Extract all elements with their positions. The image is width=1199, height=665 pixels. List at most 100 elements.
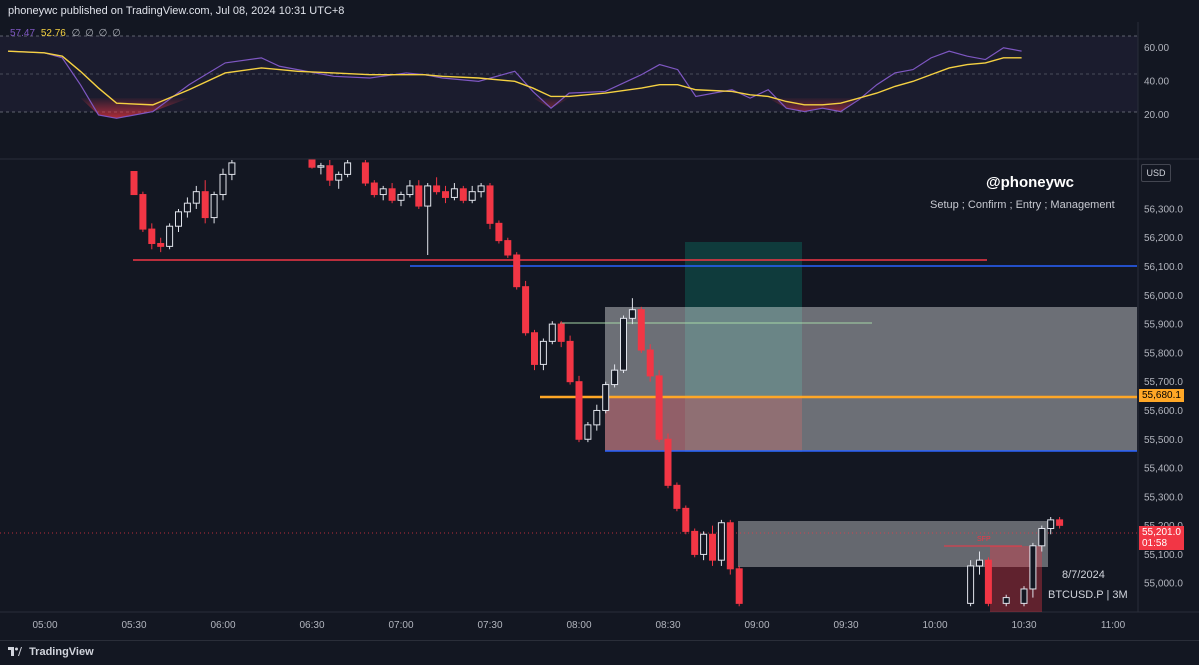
rsi-tick-label: 20.00	[1144, 110, 1169, 121]
candle-body-down	[1056, 519, 1064, 526]
time-tick-label: 06:00	[210, 620, 235, 631]
candle	[459, 185, 467, 204]
candle	[646, 344, 654, 382]
candle	[539, 338, 547, 371]
rsi-line	[7, 47, 1022, 119]
candle-body-down	[646, 349, 654, 377]
candle	[1038, 525, 1046, 552]
candle	[575, 375, 583, 443]
candle-body-down	[130, 171, 138, 196]
candle-body-up	[397, 194, 405, 201]
candle-body-up	[219, 173, 227, 196]
candle-body-up	[584, 424, 592, 440]
candle	[183, 197, 191, 218]
candle	[379, 185, 387, 201]
candle	[976, 551, 983, 575]
candle-body-down	[566, 340, 574, 383]
candle	[584, 421, 592, 443]
candle	[682, 505, 690, 535]
candle-body-down	[664, 438, 672, 486]
time-tick-label: 08:00	[566, 620, 591, 631]
orange-level-price-tag: 55,680.1	[1139, 389, 1184, 402]
candle-body-up	[1020, 588, 1028, 604]
candle	[717, 519, 725, 566]
supply-zone	[605, 307, 1137, 451]
candle-body-up	[335, 173, 343, 181]
candle-body-up	[450, 188, 458, 198]
candle	[326, 160, 334, 186]
candle-body-up	[344, 162, 352, 175]
candle	[673, 482, 681, 512]
candle	[486, 183, 494, 230]
time-tick-label: 07:30	[477, 620, 502, 631]
candle	[219, 168, 227, 201]
candle-body-up	[1047, 519, 1055, 530]
candle-body-down	[522, 286, 530, 334]
candle	[210, 191, 218, 224]
candle-body-up	[228, 162, 236, 175]
candle-body-down	[513, 254, 521, 288]
candle-body-down	[139, 194, 147, 230]
countdown-value: 01:58	[1142, 538, 1168, 549]
candle-body-down	[459, 188, 467, 201]
candle	[388, 183, 396, 204]
candle	[308, 159, 316, 169]
price-tick-label: 55,400.0	[1144, 464, 1183, 475]
candle-body-up	[976, 559, 983, 567]
candle-body-down	[442, 191, 449, 198]
candle-body-down	[495, 222, 503, 242]
target-zone	[685, 242, 802, 452]
candle	[433, 177, 441, 195]
candle	[415, 180, 423, 209]
candle-body-up	[602, 384, 610, 411]
price-panel: SFP 55,000.055,100.055,200.055,300.055,4…	[0, 159, 1183, 612]
candle-body-up	[1029, 545, 1037, 590]
currency-label[interactable]: USD	[1141, 164, 1171, 182]
time-tick-label: 06:30	[299, 620, 324, 631]
candle-body-up	[175, 211, 182, 227]
time-tick-label: 05:00	[32, 620, 57, 631]
time-tick-label: 10:30	[1011, 620, 1036, 631]
candle	[637, 306, 645, 353]
candle-body-down	[486, 185, 494, 224]
candle-body-up	[539, 340, 547, 365]
candle	[139, 191, 147, 232]
candle-body-down	[504, 240, 512, 256]
candle-body-down	[709, 533, 716, 561]
candle	[691, 528, 699, 558]
stop-zone	[605, 397, 802, 451]
candle-body-down	[370, 182, 378, 196]
rsi-tick-label: 40.00	[1144, 76, 1169, 87]
candle-body-up	[183, 202, 191, 213]
candle-body-up	[379, 188, 387, 196]
candle-body-up	[717, 522, 725, 561]
candle	[424, 183, 432, 256]
tradingview-logo[interactable]: TradingView	[8, 646, 94, 658]
candle-body-down	[415, 185, 423, 207]
candle	[335, 171, 343, 189]
chart-header: phoneywc published on TradingView.com, J…	[0, 0, 1199, 22]
time-tick-label: 05:30	[121, 620, 146, 631]
candle-body-down	[575, 381, 583, 440]
candle-body-down	[326, 165, 334, 181]
candle-body-up	[424, 185, 432, 207]
candle	[406, 180, 414, 198]
candle-body-down	[433, 185, 441, 193]
price-tick-label: 55,600.0	[1144, 406, 1183, 417]
candle	[130, 171, 138, 196]
rsi-legend: 57.47 52.76 ∅ ∅ ∅ ∅	[10, 28, 122, 39]
candle	[228, 160, 236, 181]
candle	[1002, 594, 1010, 607]
candle	[175, 208, 182, 232]
candle	[442, 185, 449, 204]
candle-body-down	[655, 375, 663, 440]
candle	[709, 525, 716, 566]
candle	[361, 160, 369, 186]
candle-body-up	[317, 165, 325, 168]
candle	[700, 531, 708, 561]
candle	[397, 191, 405, 207]
candle	[984, 557, 992, 607]
candle-body-down	[682, 507, 690, 532]
sfp-label: SFP	[977, 536, 991, 543]
